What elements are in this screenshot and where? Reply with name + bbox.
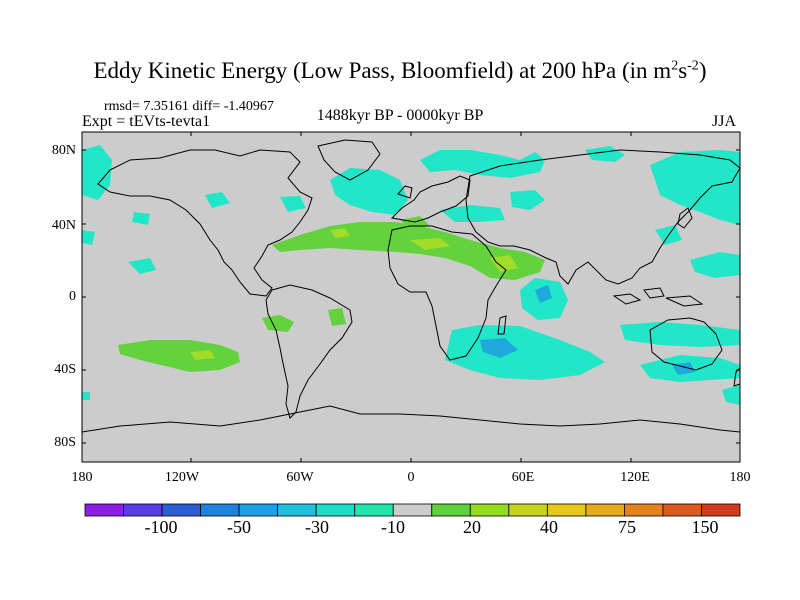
lon-label-120e: 120E	[620, 470, 650, 485]
lat-label-80s: 80S	[54, 435, 76, 450]
anomaly-contours	[82, 145, 740, 405]
experiment-label: Expt = tEVts-tevta1	[82, 113, 211, 130]
colorbar-swatch	[662, 503, 702, 517]
colorbar-swatch	[238, 503, 279, 517]
lon-label-60w: 60W	[286, 470, 314, 485]
negative-anomaly-patches	[82, 145, 740, 405]
lon-label-120w: 120W	[164, 470, 200, 485]
colorbar-label-8: 150	[691, 517, 719, 537]
colorbar-swatch	[354, 503, 394, 517]
colorbar-label-1: -100	[144, 517, 178, 537]
colorbar-label-2: -50	[227, 517, 251, 537]
coastlines	[82, 139, 740, 433]
colorbar-label-5: 20	[463, 517, 481, 537]
chart-title: Eddy Kinetic Energy (Low Pass, Bloomfiel…	[93, 58, 707, 83]
strong-positive-patches	[190, 228, 518, 360]
period-label: 1488kyr BP - 0000kyr BP	[316, 107, 484, 124]
lon-label-0: 0	[407, 470, 415, 485]
colorbar-swatch	[624, 503, 664, 517]
lon-label-180w: 180	[71, 470, 93, 485]
colorbar-swatch	[200, 503, 240, 517]
season-label: JJA	[712, 113, 737, 130]
colorbar-label-3: -30	[305, 517, 329, 537]
colorbar-label-6: 40	[540, 517, 558, 537]
colorbar-swatch	[469, 503, 510, 517]
colorbar-swatch	[123, 503, 163, 517]
colorbar-swatch	[508, 503, 548, 517]
lat-label-80n: 80N	[51, 143, 76, 158]
colorbar-swatch	[84, 503, 124, 517]
colorbar-swatch	[315, 503, 356, 517]
axis-ticks	[82, 132, 740, 462]
colorbar-swatch	[392, 503, 433, 517]
colorbar-swatch	[431, 503, 471, 517]
colorbar-label-4: -10	[381, 517, 405, 537]
lat-label-40n: 40N	[51, 218, 76, 233]
colorbar-swatch	[161, 503, 201, 517]
lat-label-0: 0	[69, 289, 76, 304]
colorbar-swatch	[701, 503, 741, 517]
colorbar-swatch	[546, 503, 587, 517]
colorbar-swatch	[277, 503, 317, 517]
colorbar-label-7: 75	[618, 517, 636, 537]
lat-label-40s: 40S	[54, 362, 76, 377]
lon-label-180e: 180	[729, 470, 751, 485]
stats-text: rmsd= 7.35161 diff= -1.40967	[104, 99, 274, 114]
colorbar	[84, 503, 741, 517]
lon-label-60e: 60E	[511, 470, 535, 485]
map-background	[82, 132, 740, 462]
colorbar-swatch	[585, 503, 625, 517]
